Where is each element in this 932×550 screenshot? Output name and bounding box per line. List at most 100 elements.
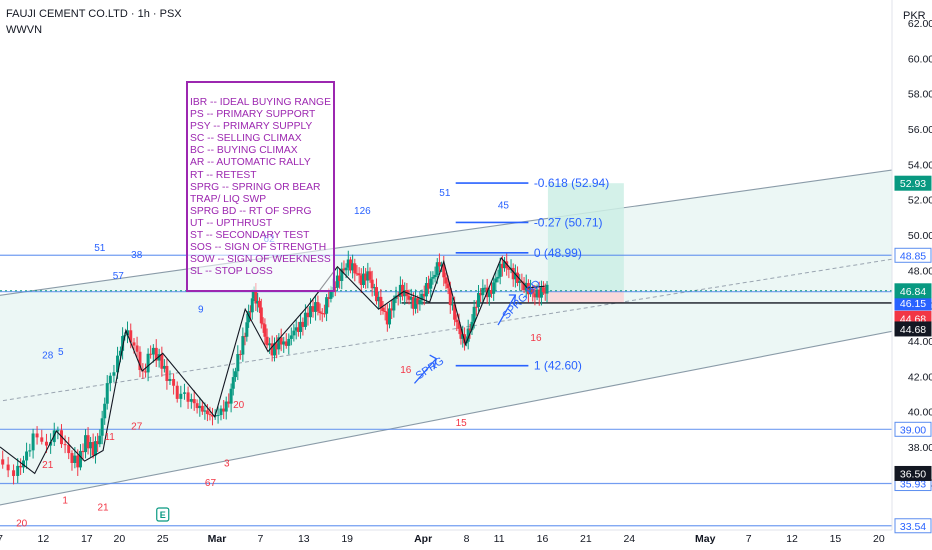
- annotation-arrowhead: [429, 354, 437, 370]
- candle-body: [370, 279, 374, 289]
- candle-body: [135, 345, 139, 352]
- candle-body: [518, 281, 522, 283]
- annotation-arrow: [497, 294, 516, 326]
- candle-body: [361, 273, 365, 286]
- candle-body: [453, 304, 457, 320]
- candle-body: [372, 287, 376, 289]
- candle-body: [210, 415, 214, 417]
- candle-body: [446, 283, 450, 289]
- candle-body: [366, 271, 370, 281]
- candle-body: [468, 328, 472, 331]
- y-tick-label: 38.00: [908, 442, 932, 454]
- x-tick-label: 20: [873, 533, 885, 545]
- support-price-label: 46.15: [900, 298, 926, 310]
- wave-count-label: 16: [530, 333, 542, 344]
- candle-body: [186, 392, 190, 402]
- candle-body: [86, 435, 90, 449]
- symbol-title[interactable]: FAUJI CEMENT CO.LTD · 1h · PSX: [6, 8, 182, 20]
- candle-body: [70, 453, 74, 463]
- candle-body: [73, 455, 77, 463]
- wave-count-label: 16: [400, 365, 412, 376]
- candle-body: [490, 290, 494, 294]
- candle-body: [306, 312, 310, 318]
- legend-box[interactable]: IBR -- IDEAL BUYING RANGE PS -- PRIMARY …: [186, 81, 335, 292]
- candle-body: [340, 268, 344, 281]
- channel-fill: [0, 170, 892, 505]
- fib-label: 1 (42.60): [534, 359, 582, 373]
- candle-body: [273, 343, 277, 356]
- candle-body: [151, 347, 155, 355]
- y-tick-label: 44.00: [908, 336, 932, 348]
- candle-body: [522, 282, 526, 291]
- legend-line: SOW -- SIGN OF WEEKNESS: [190, 254, 331, 266]
- candle-body: [35, 433, 39, 438]
- candle-body: [105, 383, 109, 404]
- annotation-arrowhead: [508, 294, 517, 306]
- level-price-label: 39.00: [900, 424, 926, 436]
- level-price-label: 33.54: [900, 521, 926, 533]
- candle-body: [165, 365, 169, 381]
- legend-line: SPRG BD -- RT OF SPRG: [190, 205, 312, 217]
- wave-count-label: 21: [98, 503, 110, 514]
- candle-body: [303, 312, 307, 327]
- candle-body: [229, 388, 233, 404]
- candle-body: [254, 290, 258, 304]
- indicator-name[interactable]: WWVN: [6, 24, 43, 36]
- y-tick-label: 50.00: [908, 230, 932, 242]
- candle-body: [154, 347, 158, 361]
- candle-body: [409, 296, 413, 300]
- candle-body: [333, 287, 337, 289]
- wave-count-label: 20: [233, 400, 245, 411]
- y-tick-label: 58.00: [908, 89, 932, 101]
- candle-body: [496, 276, 500, 279]
- candle-body: [545, 284, 549, 294]
- legend-line: UT -- UPTHRUST: [190, 217, 273, 229]
- legend-line: BC -- BUYING CLIMAX: [190, 145, 298, 157]
- candle-body: [494, 278, 498, 283]
- candle-body: [98, 435, 102, 445]
- candle-body: [357, 273, 361, 276]
- candle-body: [16, 465, 20, 476]
- current-price-label-box: [894, 283, 932, 299]
- candle-body: [19, 465, 23, 468]
- candle-body: [435, 262, 439, 275]
- candle-body: [224, 401, 228, 412]
- candle-body: [294, 327, 298, 331]
- candle-body: [444, 277, 448, 284]
- black-price-label: 36.50: [900, 468, 926, 480]
- candle-body: [390, 308, 394, 311]
- wave-count-label: 21: [42, 460, 54, 471]
- x-tick-label: 17: [81, 533, 93, 545]
- candle-body: [427, 283, 431, 289]
- candle-body: [513, 272, 517, 280]
- candle-body: [238, 354, 242, 356]
- candle-body: [543, 292, 547, 294]
- y-tick-label: 54.00: [908, 159, 932, 171]
- level-price-label: 48.85: [900, 250, 926, 262]
- currency-label: PKR: [903, 10, 926, 22]
- candle-body: [219, 408, 223, 416]
- y-tick-label: 56.00: [908, 124, 932, 136]
- candle-body: [440, 264, 444, 267]
- candle-body: [311, 306, 315, 312]
- candle-body: [292, 330, 296, 336]
- candle-body: [279, 337, 283, 345]
- candle-body: [236, 354, 240, 372]
- candle-body: [322, 313, 326, 315]
- candle-body: [355, 273, 359, 275]
- legend-line: RT -- RETEST: [190, 169, 257, 181]
- target-zone: [547, 183, 624, 291]
- candle-body: [511, 267, 515, 280]
- candle-body: [138, 351, 142, 371]
- candle-body: [422, 293, 426, 297]
- wave-count-label: 27: [131, 421, 143, 432]
- candle-body: [344, 267, 348, 271]
- black-price-label-box: [894, 465, 932, 481]
- candle-body: [160, 354, 164, 369]
- candle-body: [316, 302, 320, 312]
- candle-body: [179, 393, 183, 399]
- wave-count-label: 9: [198, 305, 204, 316]
- candle-body: [401, 284, 405, 297]
- candle-body: [31, 433, 35, 451]
